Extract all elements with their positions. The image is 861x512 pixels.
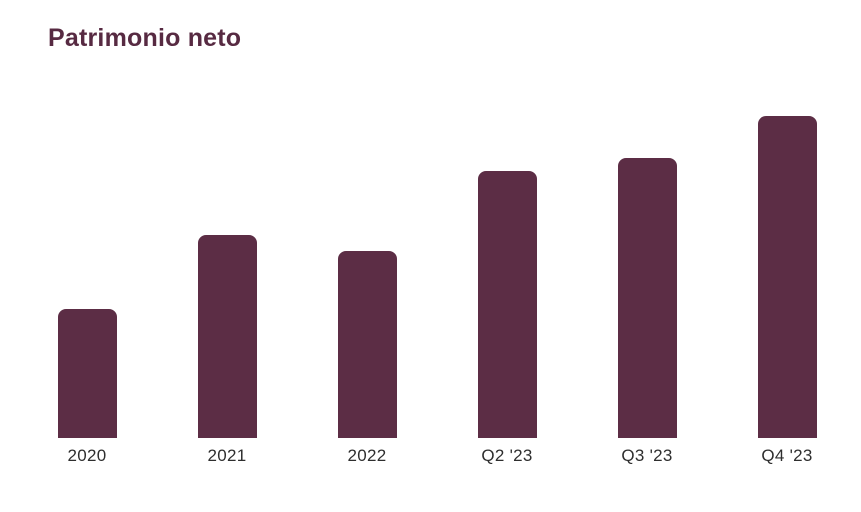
bar-q2-23 <box>477 171 537 438</box>
x-axis-label-q2-23: Q2 '23 <box>481 446 533 465</box>
bar-column-2021 <box>157 116 297 438</box>
bar-column-q3-23 <box>577 116 717 438</box>
bar-2020 <box>57 309 117 438</box>
bar-column-2020 <box>17 116 157 438</box>
bar-q3-23 <box>617 158 677 438</box>
bar-column-q4-23 <box>717 116 857 438</box>
x-axis-labels: 2020 2021 2022 Q2 '23 Q3 '23 Q4 '23 <box>17 446 857 466</box>
bar-column-2022 <box>297 116 437 438</box>
bar-q4-23 <box>757 116 817 438</box>
x-axis-label-2021: 2021 <box>207 446 247 465</box>
bar-2021 <box>197 235 257 438</box>
bar-column-q2-23 <box>437 116 577 438</box>
x-axis-label-2022: 2022 <box>347 446 387 465</box>
bar-chart-plot-area <box>17 116 857 438</box>
bar-2022 <box>337 251 397 438</box>
chart-title: Patrimonio neto <box>48 24 242 52</box>
x-axis-label-q4-23: Q4 '23 <box>761 446 813 465</box>
x-axis-label-q3-23: Q3 '23 <box>621 446 673 465</box>
x-axis-label-2020: 2020 <box>67 446 107 465</box>
